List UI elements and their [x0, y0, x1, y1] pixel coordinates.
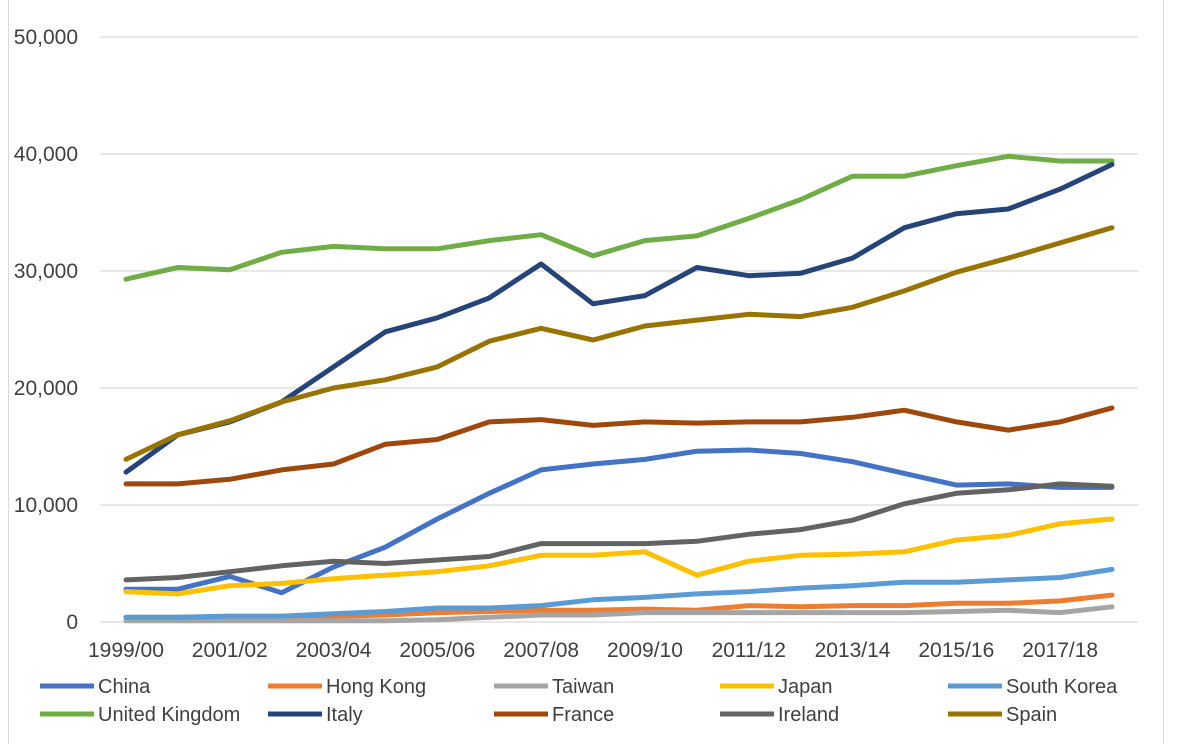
legend-item: United Kingdom	[40, 704, 240, 726]
legend-item: Ireland	[720, 704, 839, 726]
series-line-taiwan	[123, 604, 1115, 624]
legend-item: Italy	[268, 704, 363, 726]
series-line-france	[123, 405, 1115, 487]
x-tick-label: 1999/00	[88, 639, 164, 662]
legend-item: Taiwan	[494, 676, 614, 698]
y-tick-label: 50,000	[14, 26, 78, 49]
legend-label: Italy	[326, 704, 363, 726]
y-tick-label: 0	[66, 611, 78, 634]
series-line-ireland	[123, 481, 1115, 583]
series-line-china	[123, 447, 1115, 596]
legend-label: Hong Kong	[326, 676, 426, 698]
x-tick-label: 2001/02	[192, 639, 268, 662]
x-tick-label: 2005/06	[399, 639, 475, 662]
legend-label: Japan	[778, 676, 833, 698]
series-line-united-kingdom	[123, 153, 1115, 282]
x-axis-tick-labels: 1999/00 2001/02 2003/04 2005/06 2007/08 2009/…	[88, 639, 1098, 662]
legend-item: Spain	[948, 704, 1057, 726]
series-line-italy	[123, 162, 1115, 475]
legend-item: Hong Kong	[268, 676, 426, 698]
y-tick-label: 10,000	[14, 494, 78, 517]
chart-frame	[8, 0, 1164, 744]
legend: China Hong Kong Taiwan Japan South Korea Unit…	[40, 676, 1118, 726]
gridlines	[100, 36, 1138, 506]
x-tick-label: 2003/04	[296, 639, 372, 662]
y-axis-tick-labels: 0 10,000 20,000 30,000 40,000 50,000	[14, 26, 78, 634]
series-line-south-korea	[123, 566, 1115, 620]
legend-label: China	[98, 676, 151, 698]
y-tick-label: 30,000	[14, 260, 78, 283]
legend-label: South Korea	[1006, 676, 1118, 698]
legend-item: South Korea	[948, 676, 1118, 698]
series-line-japan	[123, 516, 1115, 597]
legend-item: Japan	[720, 676, 833, 698]
x-tick-label: 2009/10	[607, 639, 683, 662]
series-lines	[123, 153, 1115, 624]
legend-label: Spain	[1006, 704, 1057, 726]
y-tick-label: 40,000	[14, 143, 78, 166]
x-tick-label: 2007/08	[503, 639, 579, 662]
x-tick-label: 2017/18	[1022, 639, 1098, 662]
y-tick-label: 20,000	[14, 377, 78, 400]
legend-label: Taiwan	[552, 676, 614, 698]
legend-item: France	[494, 704, 614, 726]
x-tick-label: 2011/12	[712, 639, 786, 662]
legend-label: France	[552, 704, 614, 726]
x-tick-label: 2013/14	[815, 639, 891, 662]
legend-item: China	[40, 676, 151, 698]
x-tick-label: 2015/16	[918, 639, 994, 662]
legend-label: Ireland	[778, 704, 839, 726]
legend-label: United Kingdom	[98, 704, 240, 726]
series-line-spain	[123, 225, 1115, 462]
